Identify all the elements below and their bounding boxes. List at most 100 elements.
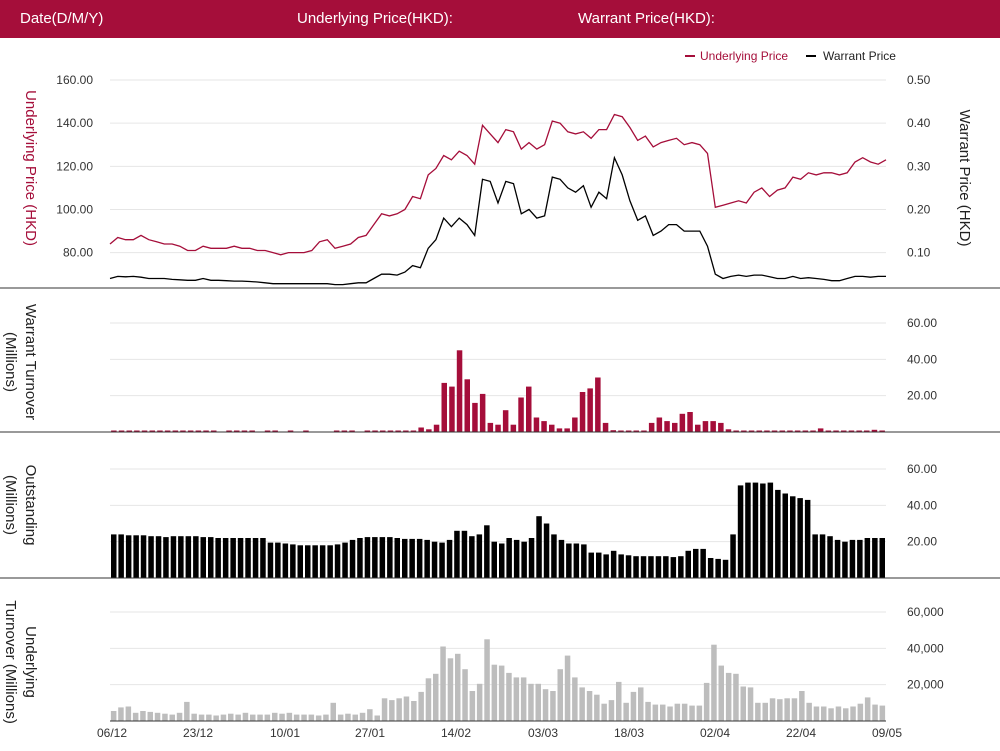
bar	[756, 430, 762, 432]
bar	[491, 664, 498, 721]
right-axis-tick-label: 40.00	[907, 352, 937, 366]
bar	[250, 714, 256, 721]
bar	[323, 714, 329, 721]
bar	[557, 669, 563, 721]
bar	[745, 482, 751, 578]
header-bar: Date(D/M/Y) Underlying Price(HKD): Warra…	[0, 0, 1000, 38]
bar	[297, 545, 303, 578]
bar	[372, 537, 378, 578]
x-axis-tick-label: 27/01	[355, 726, 385, 740]
bar	[850, 706, 856, 721]
bar	[740, 686, 746, 721]
bar	[476, 683, 483, 721]
bar	[449, 386, 455, 432]
bar	[741, 430, 747, 432]
bar	[367, 709, 373, 721]
bar	[425, 678, 432, 721]
bar	[125, 706, 132, 721]
bar	[237, 538, 244, 578]
bar	[794, 430, 801, 432]
bar	[601, 703, 607, 721]
bar	[440, 646, 446, 721]
bar	[357, 538, 363, 578]
bar	[760, 483, 766, 578]
bar	[656, 417, 663, 432]
bar	[752, 482, 759, 578]
bar	[476, 534, 483, 578]
bar	[817, 428, 824, 432]
bar	[518, 397, 524, 432]
bar	[242, 712, 249, 721]
bar	[787, 430, 793, 432]
bar	[180, 430, 186, 432]
bar	[843, 708, 849, 721]
bar	[215, 538, 221, 578]
bar	[154, 712, 161, 721]
bar	[416, 538, 423, 578]
bar	[652, 704, 659, 721]
bar	[290, 544, 296, 578]
bar	[411, 701, 417, 721]
bar	[374, 715, 380, 721]
warrant-price-line	[109, 155, 886, 286]
bar	[381, 698, 388, 721]
bar	[220, 714, 227, 721]
bar	[813, 706, 820, 721]
bar	[396, 698, 402, 721]
bar	[387, 537, 393, 578]
right-axis-tick-label: 60.00	[907, 316, 937, 330]
bar	[608, 700, 615, 721]
bar	[833, 430, 839, 432]
bar	[111, 534, 117, 578]
bar	[252, 538, 259, 578]
bar	[664, 421, 670, 432]
bar	[141, 430, 148, 432]
bar	[542, 689, 549, 721]
bar	[172, 430, 179, 432]
bar	[140, 711, 146, 721]
bar	[587, 388, 593, 432]
bar	[810, 430, 816, 432]
right-axis-tick-label: 0.30	[907, 159, 931, 173]
bar	[819, 534, 826, 578]
bar	[176, 712, 183, 721]
bar	[506, 538, 512, 578]
bar	[312, 545, 318, 578]
left-axis-tick-label: 140.00	[56, 116, 93, 130]
bar	[441, 382, 447, 432]
right-axis-tick-label: 0.20	[907, 202, 931, 216]
bar	[286, 712, 293, 721]
bar	[670, 557, 677, 578]
bar	[573, 543, 580, 578]
bar	[513, 539, 520, 578]
bar	[526, 386, 532, 432]
bar	[715, 558, 721, 578]
bar	[133, 535, 139, 578]
bar	[648, 422, 655, 432]
bar	[315, 715, 322, 721]
bar	[163, 537, 169, 578]
bar	[395, 430, 401, 432]
bar	[581, 544, 587, 578]
x-axis-tick-label: 02/04	[700, 726, 730, 740]
bar	[687, 412, 693, 432]
bar	[857, 539, 863, 578]
bar	[170, 536, 177, 578]
bar	[834, 539, 841, 578]
bar	[349, 539, 356, 578]
bar	[272, 430, 278, 432]
bar	[695, 424, 701, 432]
bar	[856, 430, 862, 432]
bar	[140, 535, 147, 578]
right-axis-tick-label: 0.10	[907, 246, 931, 260]
bar	[549, 424, 555, 432]
bar	[841, 430, 847, 432]
left-axis-label: Underlying Price (HKD)	[22, 90, 39, 246]
bar	[287, 430, 294, 432]
bar	[679, 413, 686, 432]
bar	[125, 535, 132, 578]
bar	[337, 714, 344, 721]
bar	[835, 706, 842, 721]
bar	[228, 713, 234, 721]
right-axis-tick-label: 20.00	[907, 389, 937, 403]
